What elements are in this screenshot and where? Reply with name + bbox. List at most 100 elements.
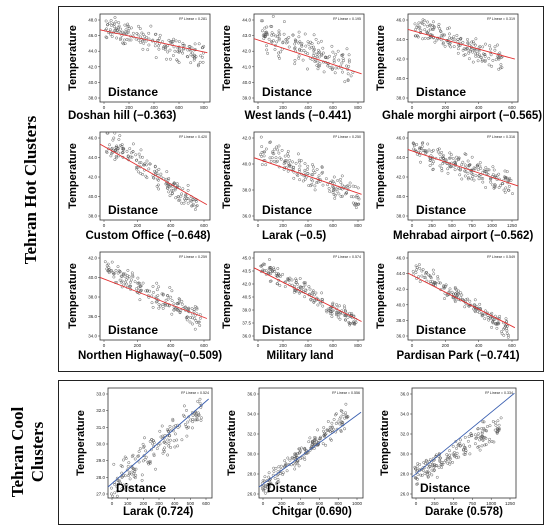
- y-tick-label: 43.0: [242, 33, 251, 38]
- data-point: [328, 65, 332, 69]
- data-point: [137, 161, 141, 165]
- data-point: [497, 172, 501, 176]
- x-tick-label: 800: [200, 105, 208, 110]
- data-point: [449, 153, 453, 157]
- data-point: [193, 208, 197, 211]
- data-point: [495, 174, 499, 178]
- data-point: [418, 147, 422, 151]
- data-point: [317, 174, 321, 178]
- data-point: [151, 305, 155, 309]
- x-tick-label: 500: [448, 223, 456, 228]
- data-point: [170, 188, 173, 192]
- data-point: [275, 40, 279, 44]
- data-point: [127, 27, 131, 31]
- data-point: [277, 54, 281, 58]
- data-point: [264, 269, 268, 273]
- data-point: [339, 181, 343, 184]
- data-point: [175, 302, 179, 305]
- data-point: [482, 168, 486, 172]
- data-point: [277, 51, 280, 55]
- data-point: [441, 162, 445, 166]
- data-point: [173, 49, 177, 53]
- data-point: [317, 55, 321, 59]
- data-point: [300, 44, 304, 48]
- data-point: [165, 57, 168, 61]
- trend-line: [253, 38, 362, 75]
- data-point: [117, 138, 121, 141]
- data-point: [154, 300, 158, 304]
- data-point: [347, 53, 351, 57]
- data-points: [259, 258, 358, 327]
- data-point: [341, 70, 344, 74]
- y-tick-label: 38.0: [88, 214, 97, 219]
- y-tick-label: 40.0: [396, 194, 405, 199]
- data-point: [175, 58, 179, 62]
- x-tick-label: 400: [167, 223, 175, 228]
- data-point: [420, 145, 424, 149]
- data-point: [280, 148, 284, 152]
- data-point: [122, 147, 126, 151]
- data-point: [349, 195, 353, 199]
- y-tick-label: 36.0: [400, 392, 409, 397]
- data-point: [467, 51, 471, 55]
- data-point: [263, 26, 267, 30]
- data-point: [315, 181, 319, 185]
- data-point: [137, 38, 141, 42]
- x-axis-label: Distance: [108, 85, 158, 99]
- data-point: [297, 30, 301, 34]
- data-point: [284, 41, 288, 45]
- data-point: [298, 160, 302, 164]
- panel-caption: Doshan hill (−0.363): [68, 110, 177, 122]
- data-point: [155, 288, 159, 292]
- data-point: [134, 158, 138, 162]
- data-point: [272, 159, 276, 163]
- data-point: [276, 148, 280, 152]
- data-point: [448, 156, 452, 160]
- data-point: [118, 38, 122, 42]
- data-point: [444, 158, 448, 162]
- data-point: [268, 265, 272, 269]
- data-point: [340, 174, 344, 178]
- data-point: [316, 60, 320, 64]
- data-point: [167, 38, 171, 42]
- data-point: [500, 66, 504, 69]
- data-point: [138, 155, 142, 159]
- data-point: [141, 281, 145, 285]
- data-point: [484, 42, 487, 46]
- data-point: [440, 166, 444, 170]
- data-point: [511, 192, 514, 196]
- data-point: [467, 176, 471, 180]
- data-point: [260, 163, 264, 167]
- data-point: [282, 32, 286, 36]
- data-point: [312, 33, 316, 37]
- data-point: [190, 307, 194, 311]
- data-point: [157, 178, 160, 182]
- data-point: [298, 48, 302, 52]
- data-point: [263, 35, 267, 39]
- data-point: [476, 163, 480, 167]
- data-point: [500, 182, 504, 186]
- data-point: [156, 294, 160, 298]
- y-tick-label: 41.0: [242, 64, 251, 69]
- y-tick-label: 40.0: [88, 194, 97, 199]
- data-point: [126, 31, 130, 35]
- data-point: [149, 24, 153, 28]
- data-point: [315, 64, 319, 67]
- data-point: [113, 131, 117, 135]
- data-point: [138, 298, 142, 302]
- data-point: [125, 24, 129, 28]
- y-tick-label: 36.0: [88, 314, 97, 319]
- r-squared-label: R² Linear = 0.334: [485, 391, 513, 395]
- data-point: [335, 189, 339, 193]
- data-point: [340, 183, 344, 187]
- data-point: [156, 38, 160, 42]
- data-point: [353, 203, 357, 207]
- data-point: [431, 167, 435, 171]
- data-point: [334, 66, 338, 70]
- data-point: [314, 37, 318, 41]
- data-point: [452, 35, 456, 39]
- data-point: [197, 42, 201, 46]
- data-point: [448, 32, 451, 36]
- data-point: [138, 165, 142, 169]
